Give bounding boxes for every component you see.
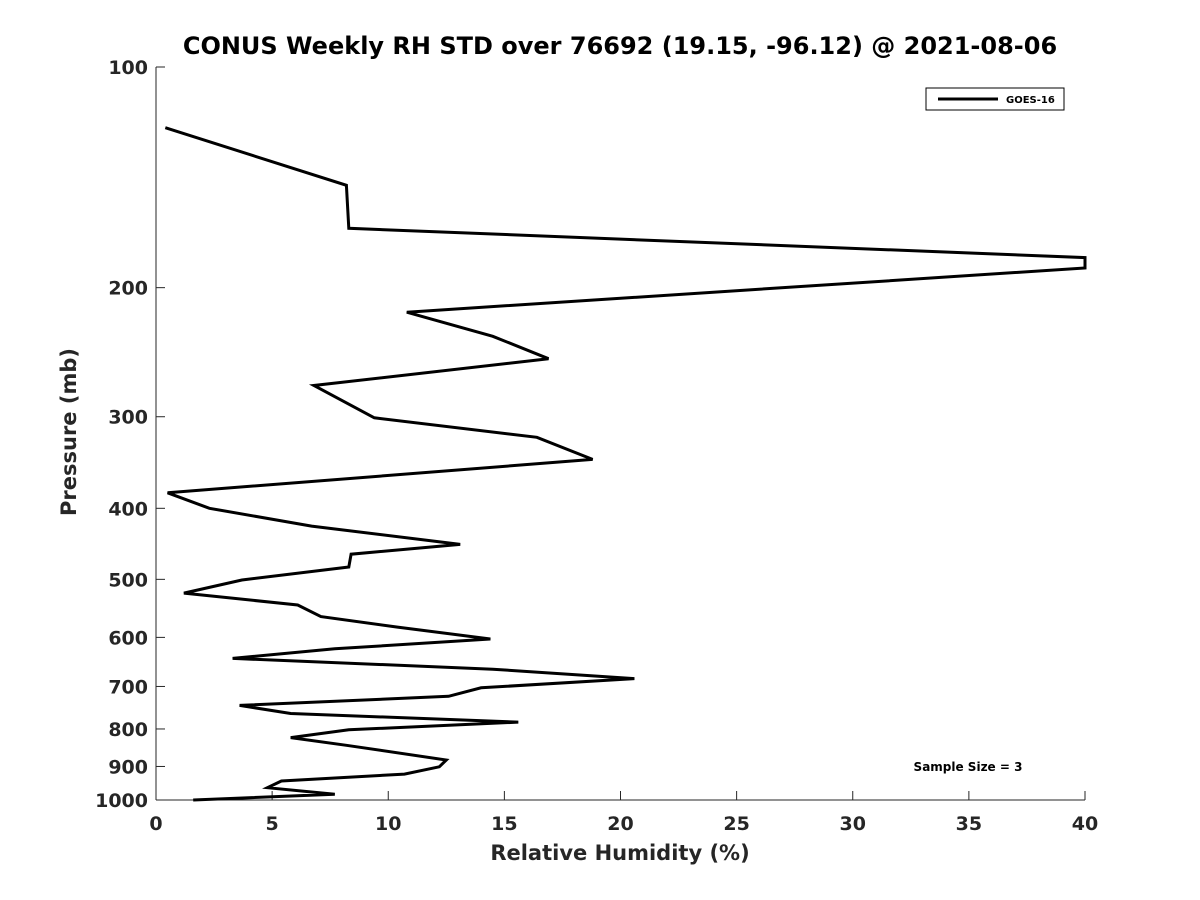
y-tick-label: 500 [108, 569, 148, 591]
x-tick-label: 5 [266, 813, 279, 835]
x-axis-label: Relative Humidity (%) [490, 841, 749, 865]
y-tick-label: 800 [108, 719, 148, 741]
y-tick-label: 900 [108, 756, 148, 778]
y-axis-ticks: 100 200 300 400 500 600 700 800 900 1000 [95, 57, 165, 812]
legend-label-goes-16: GOES-16 [1006, 95, 1055, 106]
series-layer [164, 126, 1087, 802]
y-tick-label: 200 [108, 278, 148, 300]
x-tick-label: 0 [149, 813, 162, 835]
y-tick-label: 700 [108, 676, 148, 698]
y-tick-label: 300 [108, 407, 148, 429]
x-tick-label: 10 [375, 813, 401, 835]
y-tick-label: 1000 [95, 790, 148, 812]
legend: GOES-16 [925, 87, 1065, 111]
series-line-goes-16 [164, 126, 1087, 802]
y-tick-label: 100 [108, 57, 148, 79]
x-tick-label: 40 [1072, 813, 1098, 835]
x-axis-ticks: 0 5 10 15 20 25 30 35 40 [149, 791, 1098, 835]
x-tick-label: 15 [491, 813, 517, 835]
x-tick-label: 35 [956, 813, 982, 835]
chart-title: CONUS Weekly RH STD over 76692 (19.15, -… [183, 32, 1057, 60]
x-tick-label: 20 [607, 813, 633, 835]
y-tick-label: 400 [108, 498, 148, 520]
x-tick-label: 25 [723, 813, 749, 835]
x-tick-label: 30 [840, 813, 866, 835]
y-tick-label: 600 [108, 627, 148, 649]
y-axis-label: Pressure (mb) [57, 348, 81, 516]
sample-size-annotation: Sample Size = 3 [914, 760, 1023, 774]
